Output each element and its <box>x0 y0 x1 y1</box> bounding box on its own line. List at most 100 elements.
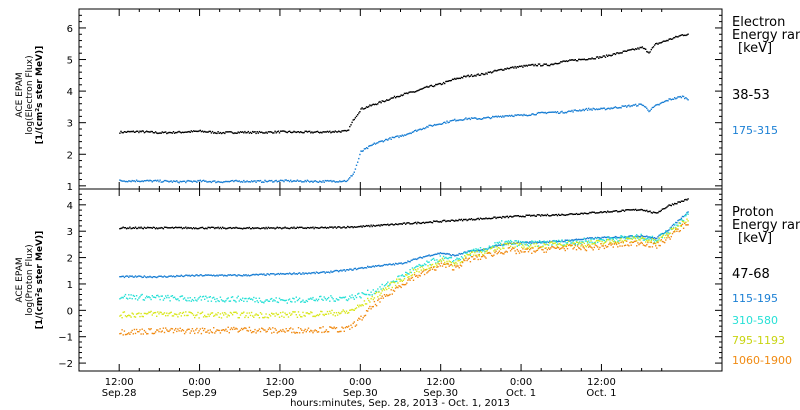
proton-point-1060-1900 <box>536 249 539 251</box>
proton-point-47-68 <box>556 214 559 217</box>
proton-point-795-1193 <box>514 246 516 248</box>
proton-point-47-68 <box>475 218 477 221</box>
proton-point-1060-1900 <box>447 263 449 265</box>
proton-point-1060-1900 <box>451 269 454 271</box>
electron-point-38-53 <box>524 65 526 67</box>
proton-point-47-68 <box>508 215 511 218</box>
proton-point-795-1193 <box>680 225 683 227</box>
proton-point-47-68 <box>129 226 131 228</box>
proton-point-47-68 <box>194 227 196 230</box>
proton-point-47-68 <box>394 223 397 225</box>
electron-point-175-315 <box>454 118 456 121</box>
proton-point-310-580 <box>466 252 468 254</box>
proton-point-795-1193 <box>313 315 315 317</box>
proton-point-47-68 <box>281 228 283 230</box>
electron-point-38-53 <box>341 130 343 132</box>
electron-point-38-53 <box>295 131 297 134</box>
proton-point-47-68 <box>479 217 482 219</box>
electron-point-38-53 <box>315 131 318 133</box>
proton-point-115-195 <box>156 276 158 279</box>
proton-point-795-1193 <box>150 310 152 313</box>
electron-point-38-53 <box>127 130 129 133</box>
proton-point-1060-1900 <box>676 230 678 232</box>
proton-point-795-1193 <box>352 309 354 311</box>
proton-point-47-68 <box>677 201 679 203</box>
proton-point-1060-1900 <box>563 247 565 250</box>
electron-point-175-315 <box>515 114 517 117</box>
electron-point-38-53 <box>546 64 549 67</box>
electron-point-38-53 <box>216 132 218 135</box>
proton-point-115-195 <box>542 241 544 243</box>
electron-point-175-315 <box>412 131 415 133</box>
electron-point-38-53 <box>150 130 152 133</box>
proton-point-1060-1900 <box>474 258 476 260</box>
electron-point-38-53 <box>135 130 138 132</box>
proton-point-795-1193 <box>526 247 528 249</box>
proton-point-310-580 <box>591 241 593 244</box>
proton-point-795-1193 <box>346 312 349 314</box>
proton-point-795-1193 <box>594 241 597 243</box>
proton-point-47-68 <box>565 214 568 216</box>
electron-point-38-53 <box>250 132 253 134</box>
proton-point-310-580 <box>423 263 426 265</box>
electron-point-175-315 <box>562 112 564 114</box>
electron-point-175-315 <box>129 180 131 182</box>
proton-point-310-580 <box>380 288 382 290</box>
proton-point-47-68 <box>610 211 612 213</box>
proton-point-47-68 <box>247 227 249 229</box>
proton-point-310-580 <box>224 301 226 303</box>
electron-point-175-315 <box>386 138 388 141</box>
proton-point-795-1193 <box>417 268 419 270</box>
proton-point-310-580 <box>537 245 540 247</box>
electron-point-175-315 <box>369 145 371 147</box>
proton-point-115-195 <box>206 274 208 276</box>
proton-point-795-1193 <box>460 261 463 263</box>
electron-point-38-53 <box>651 47 654 49</box>
proton-point-310-580 <box>389 284 391 286</box>
proton-point-795-1193 <box>185 311 187 313</box>
proton-point-1060-1900 <box>330 326 332 328</box>
proton-point-115-195 <box>244 274 246 277</box>
proton-point-310-580 <box>228 300 230 302</box>
proton-point-795-1193 <box>463 258 465 260</box>
electron-point-38-53 <box>301 131 303 134</box>
proton-point-795-1193 <box>687 220 689 222</box>
electron-point-38-53 <box>281 130 283 132</box>
proton-point-1060-1900 <box>334 327 336 330</box>
proton-point-795-1193 <box>586 241 589 243</box>
electron-point-38-53 <box>602 55 604 57</box>
proton-point-115-195 <box>207 274 209 276</box>
proton-point-795-1193 <box>121 317 123 319</box>
electron-point-175-315 <box>447 121 449 124</box>
proton-point-47-68 <box>675 203 677 205</box>
proton-point-47-68 <box>579 213 581 215</box>
proton-point-47-68 <box>511 216 513 218</box>
proton-point-795-1193 <box>508 242 511 244</box>
proton-point-1060-1900 <box>650 241 652 244</box>
electron-point-175-315 <box>361 150 363 152</box>
proton-point-115-195 <box>245 274 247 276</box>
electron-point-175-315 <box>258 180 261 182</box>
proton-point-795-1193 <box>233 311 235 314</box>
proton-point-795-1193 <box>180 315 182 317</box>
electron-point-38-53 <box>320 131 322 133</box>
proton-point-795-1193 <box>274 315 276 317</box>
proton-point-795-1193 <box>466 253 468 256</box>
proton-point-115-195 <box>465 251 467 254</box>
proton-point-1060-1900 <box>225 328 227 330</box>
electron-point-38-53 <box>490 72 493 74</box>
electron-point-38-53 <box>274 130 276 132</box>
electron-point-38-53 <box>206 131 208 133</box>
proton-point-115-195 <box>131 275 133 277</box>
electron-point-38-53 <box>169 131 171 134</box>
proton-point-795-1193 <box>248 312 251 314</box>
proton-point-795-1193 <box>678 222 680 224</box>
proton-point-795-1193 <box>276 313 278 316</box>
proton-point-1060-1900 <box>545 251 547 253</box>
proton-point-310-580 <box>461 257 464 259</box>
electron-point-175-315 <box>283 180 285 183</box>
proton-point-1060-1900 <box>434 269 436 271</box>
proton-point-310-580 <box>209 296 211 298</box>
proton-point-47-68 <box>449 220 451 222</box>
electron-point-175-315 <box>206 181 208 183</box>
